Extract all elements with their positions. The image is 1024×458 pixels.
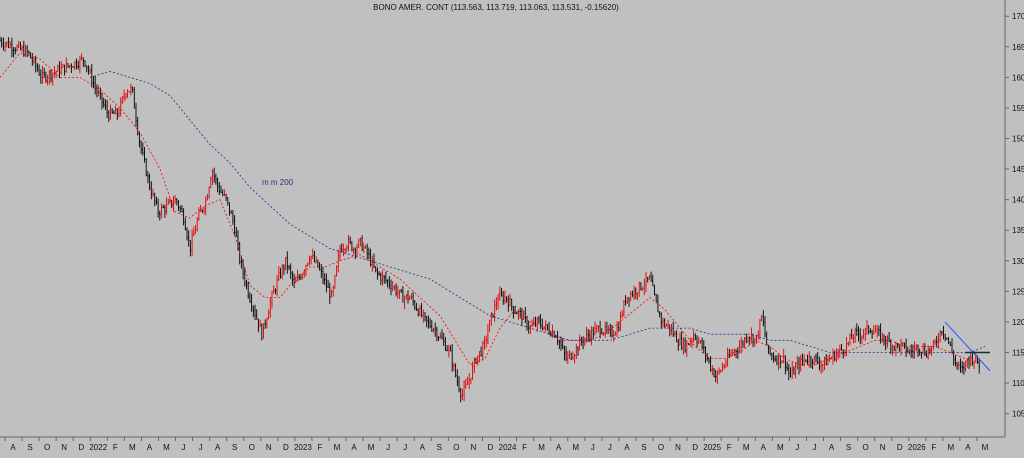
x-tick-label: 2024: [499, 443, 517, 452]
ma-short-line: [0, 52, 980, 366]
x-tick-label: A: [420, 443, 426, 452]
x-tick-label: A: [556, 443, 562, 452]
x-tick-label: J: [403, 443, 407, 452]
x-tick-label: F: [318, 443, 323, 452]
x-tick-label: O: [658, 443, 664, 452]
x-tick-label: F: [113, 443, 118, 452]
x-tick-label: N: [266, 443, 272, 452]
x-tick-label: J: [608, 443, 612, 452]
y-tick-label: 150: [1012, 135, 1024, 144]
x-tick-label: O: [453, 443, 459, 452]
x-tick-label: A: [829, 443, 835, 452]
x-tick-label: M: [777, 443, 784, 452]
x-tick-label: A: [761, 443, 767, 452]
y-tick-label: 115: [1012, 349, 1024, 358]
x-tick-label: 2025: [703, 443, 721, 452]
x-tick-label: 2022: [89, 443, 107, 452]
x-tick-label: D: [78, 443, 84, 452]
y-tick-label: 155: [1012, 104, 1024, 113]
chart-title: BONO AMER. CONT (113.563, 113.719, 113.0…: [373, 3, 619, 12]
x-tick-label: F: [727, 443, 732, 452]
ma-annotation: m m 200: [262, 178, 294, 187]
y-tick-label: 105: [1012, 410, 1024, 419]
x-tick-label: M: [129, 443, 136, 452]
x-tick-label: A: [624, 443, 630, 452]
x-tick-label: N: [675, 443, 681, 452]
x-tick-label: O: [44, 443, 50, 452]
x-tick-label: F: [522, 443, 527, 452]
y-tick-label: 165: [1012, 43, 1024, 52]
x-tick-label: M: [334, 443, 341, 452]
x-tick-label: D: [692, 443, 698, 452]
x-axis: A S O N D 2022 F M A M J J A S O N D 2023 F M A M J J A S O N D 2024 F…: [4, 437, 989, 452]
x-tick-label: A: [965, 443, 971, 452]
x-tick-label: S: [846, 443, 851, 452]
x-tick-label: M: [538, 443, 545, 452]
x-tick-label: M: [163, 443, 170, 452]
x-tick-label: J: [182, 443, 186, 452]
y-tick-label: 130: [1012, 257, 1024, 266]
x-tick-label: N: [471, 443, 477, 452]
y-tick-label: 140: [1012, 196, 1024, 205]
x-tick-label: A: [10, 443, 16, 452]
x-tick-label: O: [863, 443, 869, 452]
y-tick-label: 120: [1012, 318, 1024, 327]
x-tick-label: S: [232, 443, 237, 452]
y-tick-label: 125: [1012, 287, 1024, 296]
trend-line: [944, 321, 991, 372]
x-tick-label: A: [215, 443, 221, 452]
x-tick-label: J: [795, 443, 799, 452]
x-tick-label: S: [437, 443, 442, 452]
x-tick-label: M: [743, 443, 750, 452]
y-tick-label: 110: [1012, 379, 1024, 388]
x-tick-label: D: [488, 443, 494, 452]
x-tick-label: A: [351, 443, 357, 452]
y-tick-label: 160: [1012, 73, 1024, 82]
x-tick-label: M: [948, 443, 955, 452]
x-tick-label: M: [982, 443, 989, 452]
x-tick-label: O: [249, 443, 255, 452]
x-tick-label: D: [283, 443, 289, 452]
y-tick-label: 135: [1012, 226, 1024, 235]
x-tick-label: J: [386, 443, 390, 452]
x-tick-label: M: [572, 443, 579, 452]
x-tick-label: S: [641, 443, 646, 452]
x-tick-label: M: [368, 443, 375, 452]
x-tick-label: S: [27, 443, 32, 452]
x-tick-label: 2023: [294, 443, 312, 452]
y-tick-label: 145: [1012, 165, 1024, 174]
y-axis: 105 110 115 120 125 130 135 140 145 150 155 160 165 1…: [1005, 12, 1024, 419]
x-tick-label: F: [931, 443, 936, 452]
y-tick-label: 170: [1012, 12, 1024, 21]
x-tick-label: N: [61, 443, 67, 452]
ma-long-line: [89, 70, 986, 353]
x-tick-label: N: [880, 443, 886, 452]
x-tick-label: J: [812, 443, 816, 452]
x-tick-label: J: [199, 443, 203, 452]
x-tick-label: 2026: [908, 443, 926, 452]
x-tick-label: J: [591, 443, 595, 452]
x-tick-label: D: [897, 443, 903, 452]
x-tick-label: A: [147, 443, 153, 452]
